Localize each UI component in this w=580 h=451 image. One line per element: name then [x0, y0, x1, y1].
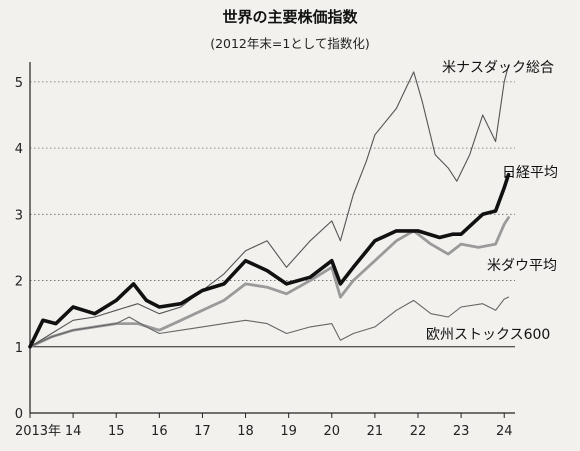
- x-tick-label: 15: [108, 424, 125, 439]
- series-lines: [28, 64, 511, 349]
- x-tick-label: 22: [410, 424, 427, 439]
- x-tick-label: 19: [280, 424, 297, 439]
- series-label: 米ナスダック総合: [442, 60, 554, 76]
- x-tick-label: 21: [367, 424, 384, 439]
- y-tick-label: 2: [15, 275, 23, 290]
- y-tick-label: 4: [15, 142, 23, 157]
- series-label: 日経平均: [502, 165, 558, 181]
- x-tick-label: 20: [324, 424, 341, 439]
- x-tick-label: 23: [453, 424, 470, 439]
- series-line-2: [29, 296, 510, 348]
- x-tick-label: 2013年: [15, 424, 61, 439]
- series-line-3: [28, 172, 511, 349]
- y-tick-label: 5: [15, 76, 23, 91]
- series-label: 米ダウ平均: [487, 258, 557, 274]
- x-tick-label: 18: [237, 424, 254, 439]
- series-line-0: [28, 216, 510, 349]
- y-tick-label: 0: [15, 407, 23, 422]
- y-tick-label: 3: [15, 208, 23, 223]
- series-label: 欧州ストックス600: [426, 327, 550, 343]
- series-line-1: [29, 64, 510, 348]
- grid-lines: [30, 81, 515, 348]
- x-tick-label: 16: [151, 424, 168, 439]
- x-tick-label: 17: [194, 424, 211, 439]
- chart-subtitle: (2012年末=1として指数化): [210, 36, 370, 51]
- x-tick-label: 24: [496, 424, 513, 439]
- x-tick-label: 14: [65, 424, 82, 439]
- y-tick-label: 1: [15, 341, 23, 356]
- chart-title: 世界の主要株価指数: [222, 8, 358, 26]
